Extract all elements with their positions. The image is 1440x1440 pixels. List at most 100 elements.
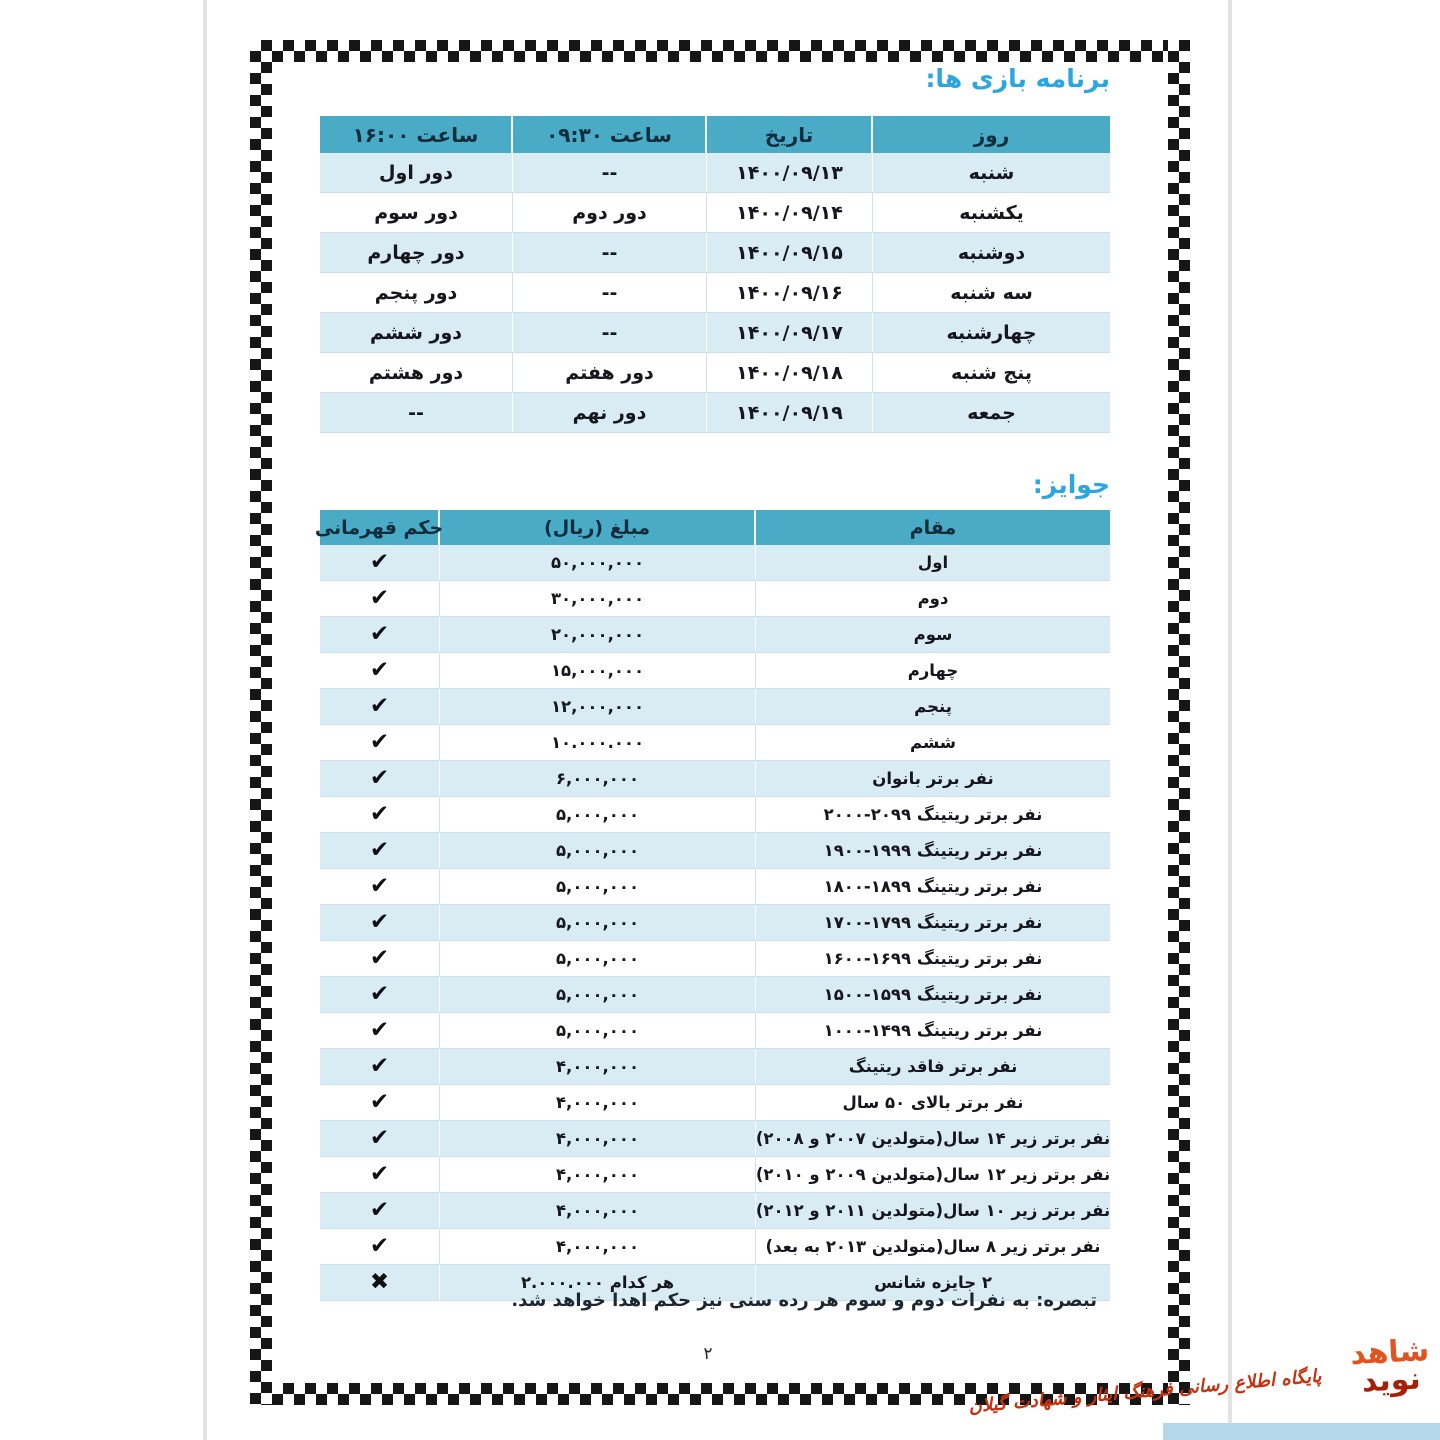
rank-cell: نفر برتر بانوان [872, 769, 994, 788]
column-header-morning: ساعت ۰۹:۳۰ [513, 116, 707, 153]
schedule-header-row: روز تاریخ ساعت ۰۹:۳۰ ساعت ۱۶:۰۰ [320, 116, 1110, 153]
page-edge-left [203, 0, 207, 1440]
amount-cell: ۴,۰۰۰,۰۰۰ [440, 1193, 756, 1228]
amount-cell: ۶,۰۰۰,۰۰۰ [440, 761, 756, 796]
amount-cell: ۴,۰۰۰,۰۰۰ [440, 1085, 756, 1120]
chessboard-border-left [250, 40, 272, 1405]
morning-round-cell: دور هفتم [513, 353, 707, 392]
watermark-wordmark: شاهد نوید [1349, 1333, 1432, 1399]
date-cell: ۱۴۰۰/۰۹/۱۵ [707, 233, 873, 272]
table-row: ۲ جایزه شانس هر کدام ۲.۰۰۰.۰۰۰ ✖ [320, 1265, 1110, 1301]
rank-cell: اول [917, 553, 949, 572]
table-row: نفر برتر زیر ۱۲ سال(متولدین ۲۰۰۹ و ۲۰۱۰)… [320, 1157, 1110, 1193]
amount-cell: ۴,۰۰۰,۰۰۰ [440, 1157, 756, 1192]
rank-cell: نفر برتر زیر ۱۰ سال(متولدین ۲۰۱۱ و ۲۰۱۲) [755, 1201, 1111, 1220]
rank-cell: چهارم [907, 661, 959, 680]
amount-cell: ۵,۰۰۰,۰۰۰ [440, 905, 756, 940]
check-icon: ✔ [369, 837, 390, 863]
amount-cell: ۴,۰۰۰,۰۰۰ [440, 1049, 756, 1084]
afternoon-round-cell: دور هشتم [320, 353, 513, 392]
table-row: نفر برتر ریتینگ ۱۶۹۹-۱۶۰۰ ۵,۰۰۰,۰۰۰ ✔ [320, 941, 1110, 977]
check-icon: ✔ [369, 765, 390, 791]
column-header-date: تاریخ [707, 116, 873, 153]
rank-cell: نفر برتر زیر ۸ سال(متولدین ۲۰۱۳ به بعد) [765, 1237, 1101, 1256]
column-header-rank: مقام [909, 516, 957, 539]
table-row: یکشنبه ۱۴۰۰/۰۹/۱۴ دور دوم دور سوم [320, 193, 1110, 233]
bottom-blue-strip [1163, 1423, 1440, 1440]
rank-cell: نفر برتر بالای ۵۰ سال [842, 1093, 1024, 1112]
rank-cell: نفر برتر ریتینگ ۲۰۹۹-۲۰۰۰ [823, 805, 1043, 824]
amount-cell: ۵,۰۰۰,۰۰۰ [440, 797, 756, 832]
rank-cell: ۲ جایزه شانس [874, 1273, 992, 1292]
rank-cell: نفر برتر ریتینگ ۱۸۹۹-۱۸۰۰ [823, 877, 1043, 896]
afternoon-round-cell: دور اول [320, 153, 513, 192]
morning-round-cell: -- [513, 153, 707, 192]
table-row: شنبه ۱۴۰۰/۰۹/۱۳ -- دور اول [320, 153, 1110, 193]
table-row: نفر برتر زیر ۸ سال(متولدین ۲۰۱۳ به بعد) … [320, 1229, 1110, 1265]
amount-cell: ۵,۰۰۰,۰۰۰ [440, 833, 756, 868]
amount-cell: ۲۰,۰۰۰,۰۰۰ [440, 617, 756, 652]
morning-round-cell: -- [513, 273, 707, 312]
amount-cell: ۱۲,۰۰۰,۰۰۰ [440, 689, 756, 724]
column-header-certificate: حکم قهرمانی [315, 510, 443, 545]
check-icon: ✔ [369, 1053, 390, 1079]
morning-round-cell: -- [513, 233, 707, 272]
page-edge-right [1228, 0, 1232, 1440]
day-cell: جمعه [967, 401, 1016, 424]
check-icon: ✔ [369, 549, 390, 575]
amount-cell: ۴,۰۰۰,۰۰۰ [440, 1229, 756, 1264]
day-cell: پنج شنبه [951, 361, 1032, 384]
prizes-header-row: مقام مبلغ (ریال) حکم قهرمانی [315, 510, 1110, 545]
rank-cell: نفر برتر زیر ۱۲ سال(متولدین ۲۰۰۹ و ۲۰۱۰) [755, 1165, 1111, 1184]
afternoon-round-cell: دور ششم [320, 313, 513, 352]
table-row: نفر برتر ریتینگ ۱۹۹۹-۱۹۰۰ ۵,۰۰۰,۰۰۰ ✔ [320, 833, 1110, 869]
check-icon: ✔ [369, 801, 390, 827]
table-row: پنج شنبه ۱۴۰۰/۰۹/۱۸ دور هفتم دور هشتم [320, 353, 1110, 393]
amount-cell: ۵۰,۰۰۰,۰۰۰ [440, 545, 756, 580]
afternoon-round-cell: دور چهارم [320, 233, 513, 272]
table-row: سه شنبه ۱۴۰۰/۰۹/۱۶ -- دور پنجم [320, 273, 1110, 313]
day-cell: دوشنبه [957, 241, 1026, 264]
check-icon: ✔ [369, 1197, 390, 1223]
rank-cell: نفر برتر زیر ۱۴ سال(متولدین ۲۰۰۷ و ۲۰۰۸) [755, 1129, 1111, 1148]
amount-cell: ۵,۰۰۰,۰۰۰ [440, 977, 756, 1012]
chessboard-border [250, 40, 1190, 1405]
footnote: تبصره: به نفرات دوم و سوم هر رده سنی نیز… [511, 1290, 1097, 1311]
table-row: اول ۵۰,۰۰۰,۰۰۰ ✔ [320, 545, 1110, 581]
morning-round-cell: دور نهم [513, 393, 707, 432]
chessboard-border-bottom [250, 1383, 1190, 1405]
amount-cell: ۵,۰۰۰,۰۰۰ [440, 941, 756, 976]
afternoon-round-cell: -- [320, 393, 513, 432]
check-icon: ✔ [369, 909, 390, 935]
date-cell: ۱۴۰۰/۰۹/۱۸ [707, 353, 873, 392]
column-header-afternoon: ساعت ۱۶:۰۰ [320, 116, 513, 153]
date-cell: ۱۴۰۰/۰۹/۱۳ [707, 153, 873, 192]
table-row: سوم ۲۰,۰۰۰,۰۰۰ ✔ [320, 617, 1110, 653]
rank-cell: دوم [917, 589, 949, 608]
table-row: نفر برتر ریتینگ ۱۴۹۹-۱۰۰۰ ۵,۰۰۰,۰۰۰ ✔ [320, 1013, 1110, 1049]
day-cell: یکشنبه [959, 201, 1024, 224]
check-icon: ✔ [369, 1233, 390, 1259]
column-header-day: روز [973, 122, 1010, 147]
table-row: نفر برتر زیر ۱۰ سال(متولدین ۲۰۱۱ و ۲۰۱۲)… [320, 1193, 1110, 1229]
amount-cell: ۴,۰۰۰,۰۰۰ [440, 1121, 756, 1156]
table-row: نفر برتر بالای ۵۰ سال ۴,۰۰۰,۰۰۰ ✔ [320, 1085, 1110, 1121]
rank-cell: سوم [913, 625, 953, 644]
rank-cell: پنجم [914, 697, 952, 716]
check-icon: ✔ [369, 981, 390, 1007]
table-row: نفر برتر بانوان ۶,۰۰۰,۰۰۰ ✔ [320, 761, 1110, 797]
check-icon: ✔ [369, 873, 390, 899]
rank-cell: نفر برتر فاقد ریتینگ [848, 1057, 1018, 1076]
prizes-table: مقام مبلغ (ریال) حکم قهرمانی اول ۵۰,۰۰۰,… [315, 510, 1111, 1301]
rank-cell: نفر برتر ریتینگ ۱۶۹۹-۱۶۰۰ [823, 949, 1043, 968]
amount-cell: ۱۰.۰۰۰.۰۰۰ [440, 725, 756, 760]
check-icon: ✔ [369, 585, 390, 611]
table-row: دوشنبه ۱۴۰۰/۰۹/۱۵ -- دور چهارم [320, 233, 1110, 273]
rank-cell: نفر برتر ریتینگ ۱۷۹۹-۱۷۰۰ [823, 913, 1043, 932]
table-row: نفر برتر ریتینگ ۱۵۹۹-۱۵۰۰ ۵,۰۰۰,۰۰۰ ✔ [320, 977, 1110, 1013]
column-header-amount: مبلغ (ریال) [440, 510, 756, 545]
check-icon: ✔ [369, 729, 390, 755]
table-row: نفر برتر ریتینگ ۱۷۹۹-۱۷۰۰ ۵,۰۰۰,۰۰۰ ✔ [320, 905, 1110, 941]
check-icon: ✔ [369, 1017, 390, 1043]
